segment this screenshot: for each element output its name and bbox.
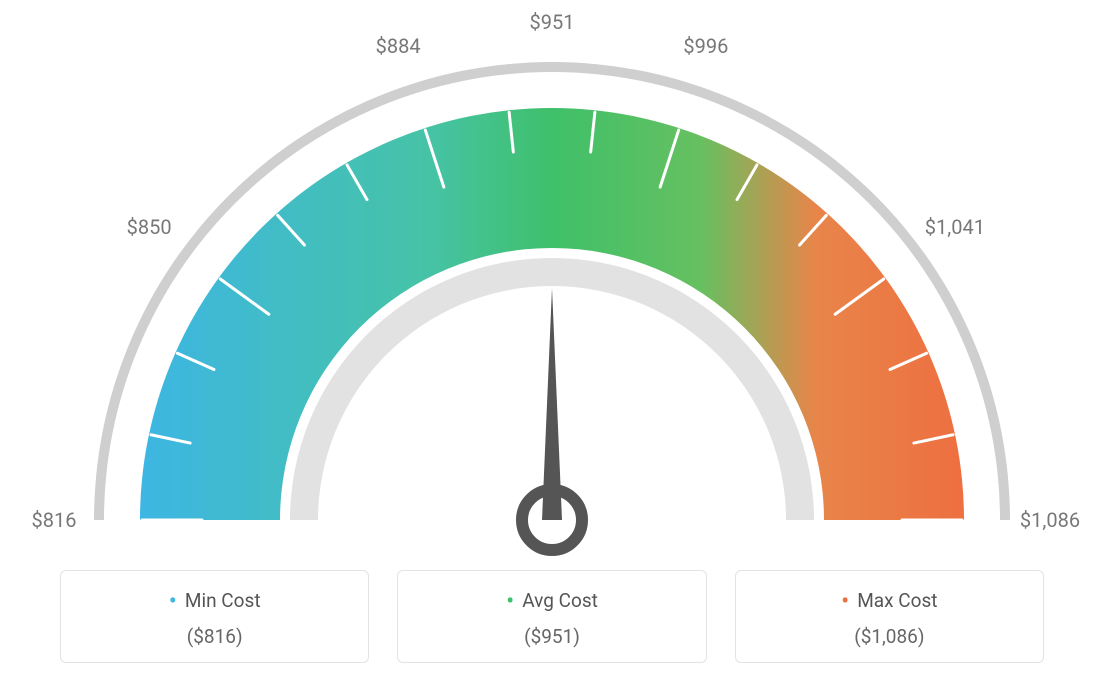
gauge-chart: $816 $850 $884 $951 $996 $1,041 $1,086	[0, 0, 1104, 560]
legend-card-avg: Avg Cost ($951)	[397, 570, 706, 663]
legend-card-max: Max Cost ($1,086)	[735, 570, 1044, 663]
legend-title-max: Max Cost	[746, 587, 1033, 615]
gauge-scale-label: $951	[530, 10, 575, 34]
legend-card-min: Min Cost ($816)	[60, 570, 369, 663]
gauge-scale-label: $884	[376, 34, 421, 58]
gauge-scale-label: $996	[683, 34, 728, 58]
gauge-scale-label: $816	[32, 508, 77, 532]
gauge-scale-label: $1,041	[925, 215, 985, 239]
gauge-scale-label: $1,086	[1020, 508, 1080, 532]
legend-value-avg: ($951)	[408, 625, 695, 648]
legend-value-min: ($816)	[71, 625, 358, 648]
legend-row: Min Cost ($816) Avg Cost ($951) Max Cost…	[0, 570, 1104, 663]
gauge-scale-label: $850	[127, 215, 172, 239]
legend-title-min: Min Cost	[71, 587, 358, 615]
legend-title-avg: Avg Cost	[408, 587, 695, 615]
gauge-svg	[0, 0, 1104, 560]
legend-value-max: ($1,086)	[746, 625, 1033, 648]
